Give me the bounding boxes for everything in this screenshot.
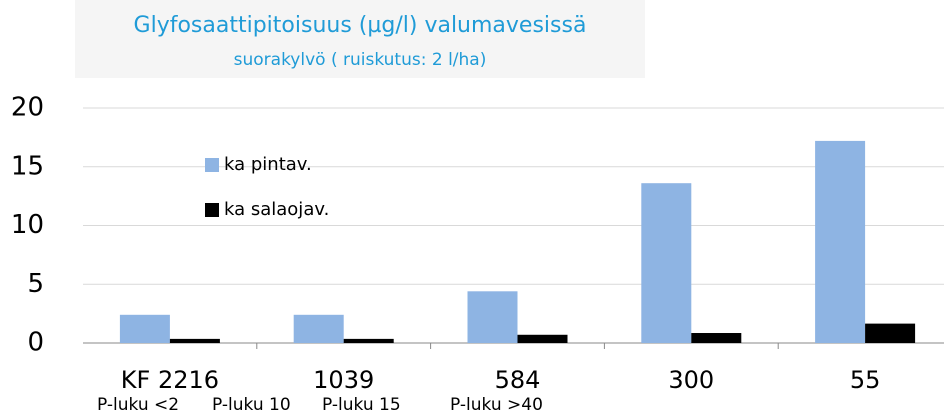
bar — [865, 323, 916, 343]
bar — [119, 314, 170, 343]
annotation: P-luku <2 — [97, 395, 179, 415]
annotation: P-luku 10 — [212, 395, 291, 415]
x-tick-label: 55 — [850, 366, 881, 394]
bar — [641, 183, 692, 343]
annotation: P-luku >40 — [450, 395, 543, 415]
annotation: P-luku 15 — [322, 395, 401, 415]
chart-title: Glyfosaattipitoisuus (µg/l) valumavesiss… — [134, 13, 587, 38]
title-box — [75, 0, 645, 78]
y-tick-label: 10 — [11, 210, 44, 240]
x-tick-label: KF 2216 — [121, 366, 219, 394]
bar — [169, 338, 220, 343]
x-tick-label: 300 — [668, 366, 714, 394]
bar — [343, 338, 394, 343]
y-tick-label: 20 — [11, 93, 44, 123]
legend-label: ka salaojav. — [224, 199, 329, 220]
y-tick-label: 0 — [27, 328, 44, 358]
bar — [691, 333, 742, 343]
x-tick-label: 584 — [495, 366, 541, 394]
legend-swatch — [205, 158, 219, 172]
bar — [517, 334, 568, 343]
bar — [815, 140, 866, 343]
y-tick-label: 5 — [27, 269, 44, 299]
bar — [467, 291, 518, 343]
chart-subtitle: suorakylvö ( ruiskutus: 2 l/ha) — [234, 50, 487, 70]
legend-label: ka pintav. — [224, 154, 312, 175]
x-tick-label: 1039 — [313, 366, 374, 394]
bar — [293, 314, 344, 343]
y-tick-label: 15 — [11, 151, 44, 181]
legend-swatch — [205, 203, 219, 217]
